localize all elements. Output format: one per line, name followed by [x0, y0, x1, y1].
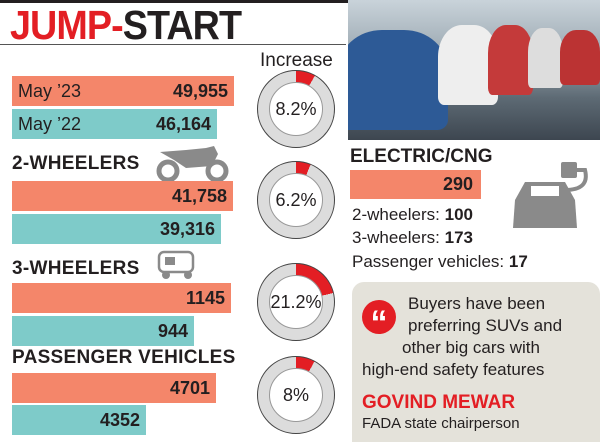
bar-electric-total: 290 — [350, 170, 481, 199]
auto-rickshaw-icon — [157, 250, 195, 279]
bar-pv-may23: 4701 — [12, 373, 216, 403]
quote-author-role: FADA state chairperson — [362, 415, 520, 432]
increase-donut: 8.2% — [257, 70, 335, 148]
motorcycle-icon — [156, 146, 229, 182]
quote-line: Buyers have been — [408, 294, 546, 313]
bar-3w-may22: 944 — [12, 316, 194, 346]
bar-3w-may23: 1145 — [12, 283, 231, 313]
quote-icon: “ — [362, 300, 396, 342]
quote-line: other big cars with — [402, 338, 540, 357]
bar-pv-may22: 4352 — [12, 405, 146, 435]
bar-total-may23: May ’23 49,955 — [12, 76, 234, 106]
electric-2w: 2-wheelers: 100 — [352, 205, 473, 224]
top-border — [0, 0, 600, 3]
increase-donut: 8% — [257, 356, 335, 434]
quote-line: high-end safety features — [362, 360, 545, 379]
increase-donut: 21.2% — [257, 263, 335, 341]
quote-line: preferring SUVs and — [408, 316, 563, 335]
electric-heading: ELECTRIC/CNG — [350, 146, 493, 167]
cars-photo — [348, 0, 600, 140]
increase-donut: 6.2% — [257, 161, 335, 239]
section-passenger-vehicles: PASSENGER VEHICLES — [12, 347, 236, 368]
bar-total-may22: May ’22 46,164 — [12, 109, 217, 139]
increase-label: Increase — [260, 50, 333, 71]
electric-car-icon — [513, 162, 588, 228]
section-2-wheelers: 2-WHEELERS — [12, 153, 140, 174]
electric-3w: 3-wheelers: 173 — [352, 228, 473, 247]
divider — [0, 44, 346, 45]
bar-2w-may23: 41,758 — [12, 181, 233, 211]
electric-pv: Passenger vehicles: 17 — [352, 252, 528, 271]
page-title: JUMP-START — [10, 2, 242, 48]
section-3-wheelers: 3-WHEELERS — [12, 258, 140, 279]
quote-author: GOVIND MEWAR — [362, 392, 516, 413]
bar-2w-may22: 39,316 — [12, 214, 221, 244]
